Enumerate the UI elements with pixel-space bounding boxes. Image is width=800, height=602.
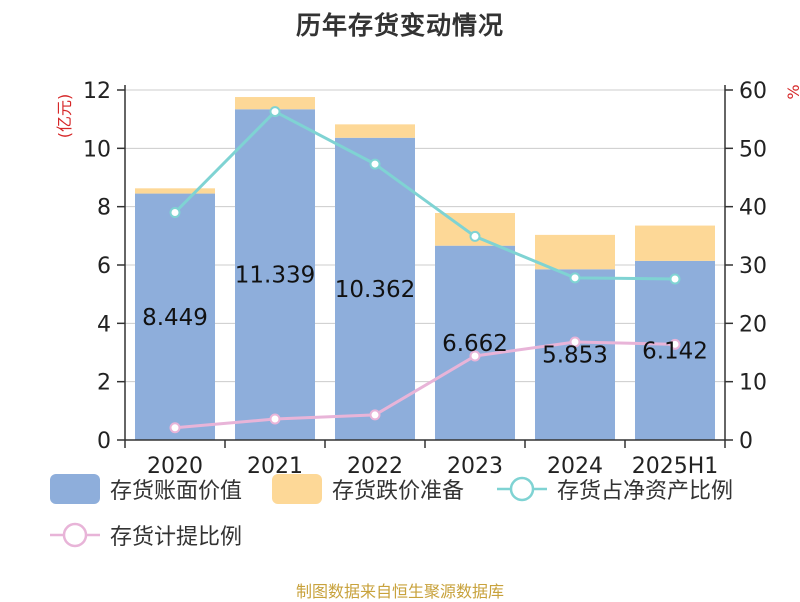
point-asset-ratio [169, 207, 181, 218]
x-tick-label: 2025H1 [632, 454, 719, 479]
bar-book-value [435, 245, 515, 440]
y-tick-label-left: 0 [97, 429, 111, 454]
point-provision-ratio [469, 350, 481, 362]
legend-swatch-book-value [50, 474, 100, 504]
chart-title: 历年存货变动情况 [295, 11, 504, 40]
point-asset-ratio [369, 158, 381, 170]
legend-item-asset-ratio[interactable]: 存货占净资产比例 [497, 473, 733, 505]
bar-book-value [535, 269, 615, 440]
legend-label-impairment: 存货跌价准备 [332, 479, 465, 504]
y-tick-label-right: 20 [739, 312, 767, 337]
data-label-book-value: 11.339 [235, 263, 315, 289]
legend-label-asset-ratio: 存货占净资产比例 [557, 479, 734, 504]
bar-book-value [635, 260, 715, 440]
x-tick-label: 2023 [447, 454, 503, 479]
y-tick-label-right: 60 [739, 79, 767, 104]
data-label-book-value: 5.853 [542, 343, 608, 369]
legend-item-book-value[interactable]: 存货账面价值 [50, 473, 242, 505]
line-provision-ratio [174, 340, 676, 430]
y-tick-label-left: 4 [97, 312, 111, 337]
y-tick-label-right: 40 [739, 196, 767, 221]
y-tick-label-right: 0 [739, 429, 753, 454]
point-asset-ratio [569, 272, 581, 284]
y-tick-label-right: 10 [739, 371, 767, 396]
data-labels: 8.449 11.339 10.362 6.662 5.853 6.142 [142, 263, 708, 369]
legend-item-impairment[interactable]: 存货跌价准备 [272, 473, 464, 505]
data-source-note: 制图数据来自恒生聚源数据库 [295, 582, 504, 601]
point-asset-ratio [469, 230, 481, 242]
legend-swatch-provision-ratio [50, 522, 100, 548]
x-tick-label: 2024 [547, 454, 603, 479]
legend-swatch-asset-ratio [497, 476, 547, 502]
x-tick-label: 2020 [147, 454, 203, 479]
point-asset-ratio [269, 106, 281, 118]
y-tick-label-left: 2 [97, 371, 111, 396]
grid-lines [125, 89, 725, 383]
bar-impairment [635, 225, 715, 261]
y-tick-label-left: 10 [83, 137, 111, 162]
point-provision-ratio [369, 409, 381, 421]
data-label-book-value: 10.362 [335, 277, 415, 303]
legend-label-book-value: 存货账面价值 [110, 479, 243, 504]
y-tick-label-left: 8 [97, 196, 111, 221]
y-tick-label-left: 6 [97, 254, 111, 279]
point-provision-ratio [269, 413, 281, 425]
bar-impairment [135, 188, 215, 194]
bar-layer [135, 97, 715, 440]
legend-item-provision-ratio[interactable]: 存货计提比例 [50, 519, 242, 551]
bar-book-value [335, 137, 415, 440]
legend-label-provision-ratio: 存货计提比例 [110, 525, 243, 550]
point-provision-ratio [169, 422, 181, 434]
line-layer [169, 106, 681, 434]
y-tick-label-right: 30 [739, 254, 767, 279]
data-label-book-value: 6.142 [642, 338, 708, 364]
line-asset-ratio [173, 109, 676, 281]
bar-book-value [135, 193, 215, 440]
bar-impairment [535, 234, 615, 270]
data-label-book-value: 8.449 [142, 305, 208, 331]
bar-impairment [335, 124, 415, 138]
y-axis-title-left: (亿元) [55, 94, 74, 139]
point-asset-ratio [669, 273, 681, 285]
bar-book-value [235, 109, 315, 440]
data-label-book-value: 6.662 [442, 331, 508, 357]
bar-impairment [235, 97, 315, 110]
y-tick-label-right: 50 [739, 137, 767, 162]
point-provision-ratio [669, 338, 681, 350]
y-axis-title-right: % [784, 84, 800, 99]
y-tick-label-left: 12 [83, 79, 111, 104]
x-tick-label: 2022 [347, 454, 403, 479]
legend-swatch-impairment [272, 474, 322, 504]
point-provision-ratio [569, 336, 581, 348]
